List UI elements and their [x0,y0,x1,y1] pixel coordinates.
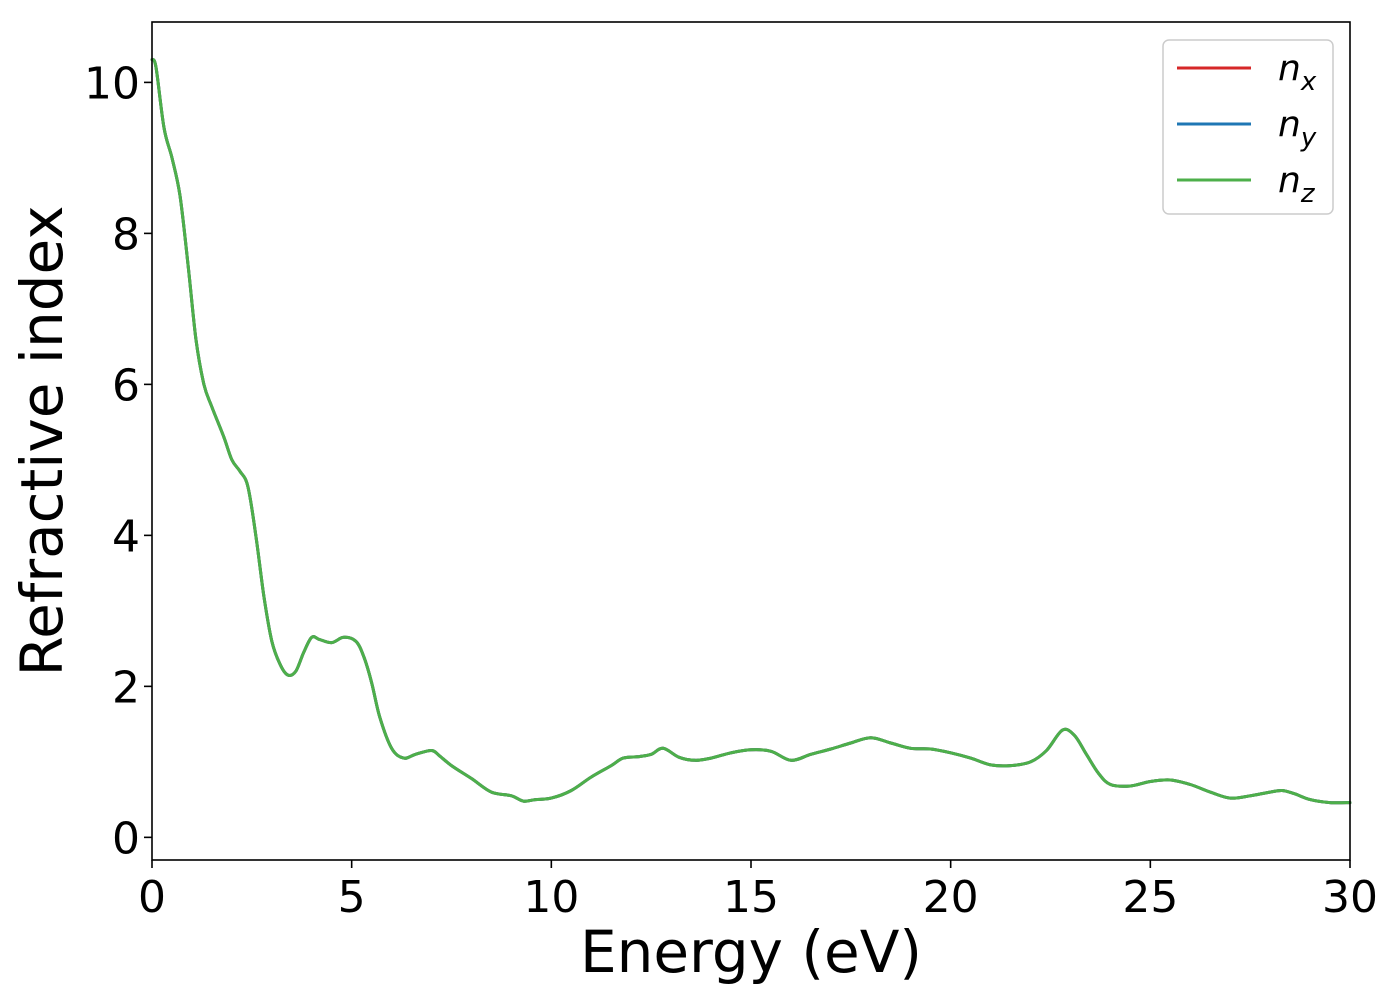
legend-label-ny: ny [1278,104,1317,153]
legend-label-nz: nz [1278,160,1316,209]
x-axis-ticks: 0 5 10 15 20 25 30 [138,860,1378,923]
legend-label-subscript: y [1300,123,1317,153]
legend-label-base: n [1278,160,1301,201]
legend-box [1162,39,1334,215]
x-tick-label: 25 [1122,872,1178,923]
x-tick-label: 30 [1322,872,1378,923]
x-tick-label: 20 [923,872,979,923]
y-tick-label: 2 [112,662,140,713]
legend-label-nx: nx [1278,48,1317,97]
legend-label-base: n [1278,48,1301,89]
x-axis-label: Energy (eV) [580,918,922,986]
x-tick-label: 0 [138,872,166,923]
legend-label-subscript: z [1300,179,1316,209]
x-tick-label: 15 [723,872,779,923]
x-tick-label: 10 [523,872,579,923]
y-axis-ticks: 0 2 4 6 8 10 [84,58,152,864]
y-tick-label: 8 [112,209,140,260]
y-tick-label: 6 [112,360,140,411]
y-tick-label: 4 [112,511,140,562]
y-tick-label: 10 [84,58,140,109]
legend-label-subscript: x [1300,67,1317,97]
x-tick-label: 5 [338,872,366,923]
y-tick-label: 0 [112,813,140,864]
series-line-nz [150,58,1352,805]
legend-label-base: n [1278,104,1301,145]
series-layer [150,58,1352,805]
y-axis-label: Refractive index [8,205,76,676]
